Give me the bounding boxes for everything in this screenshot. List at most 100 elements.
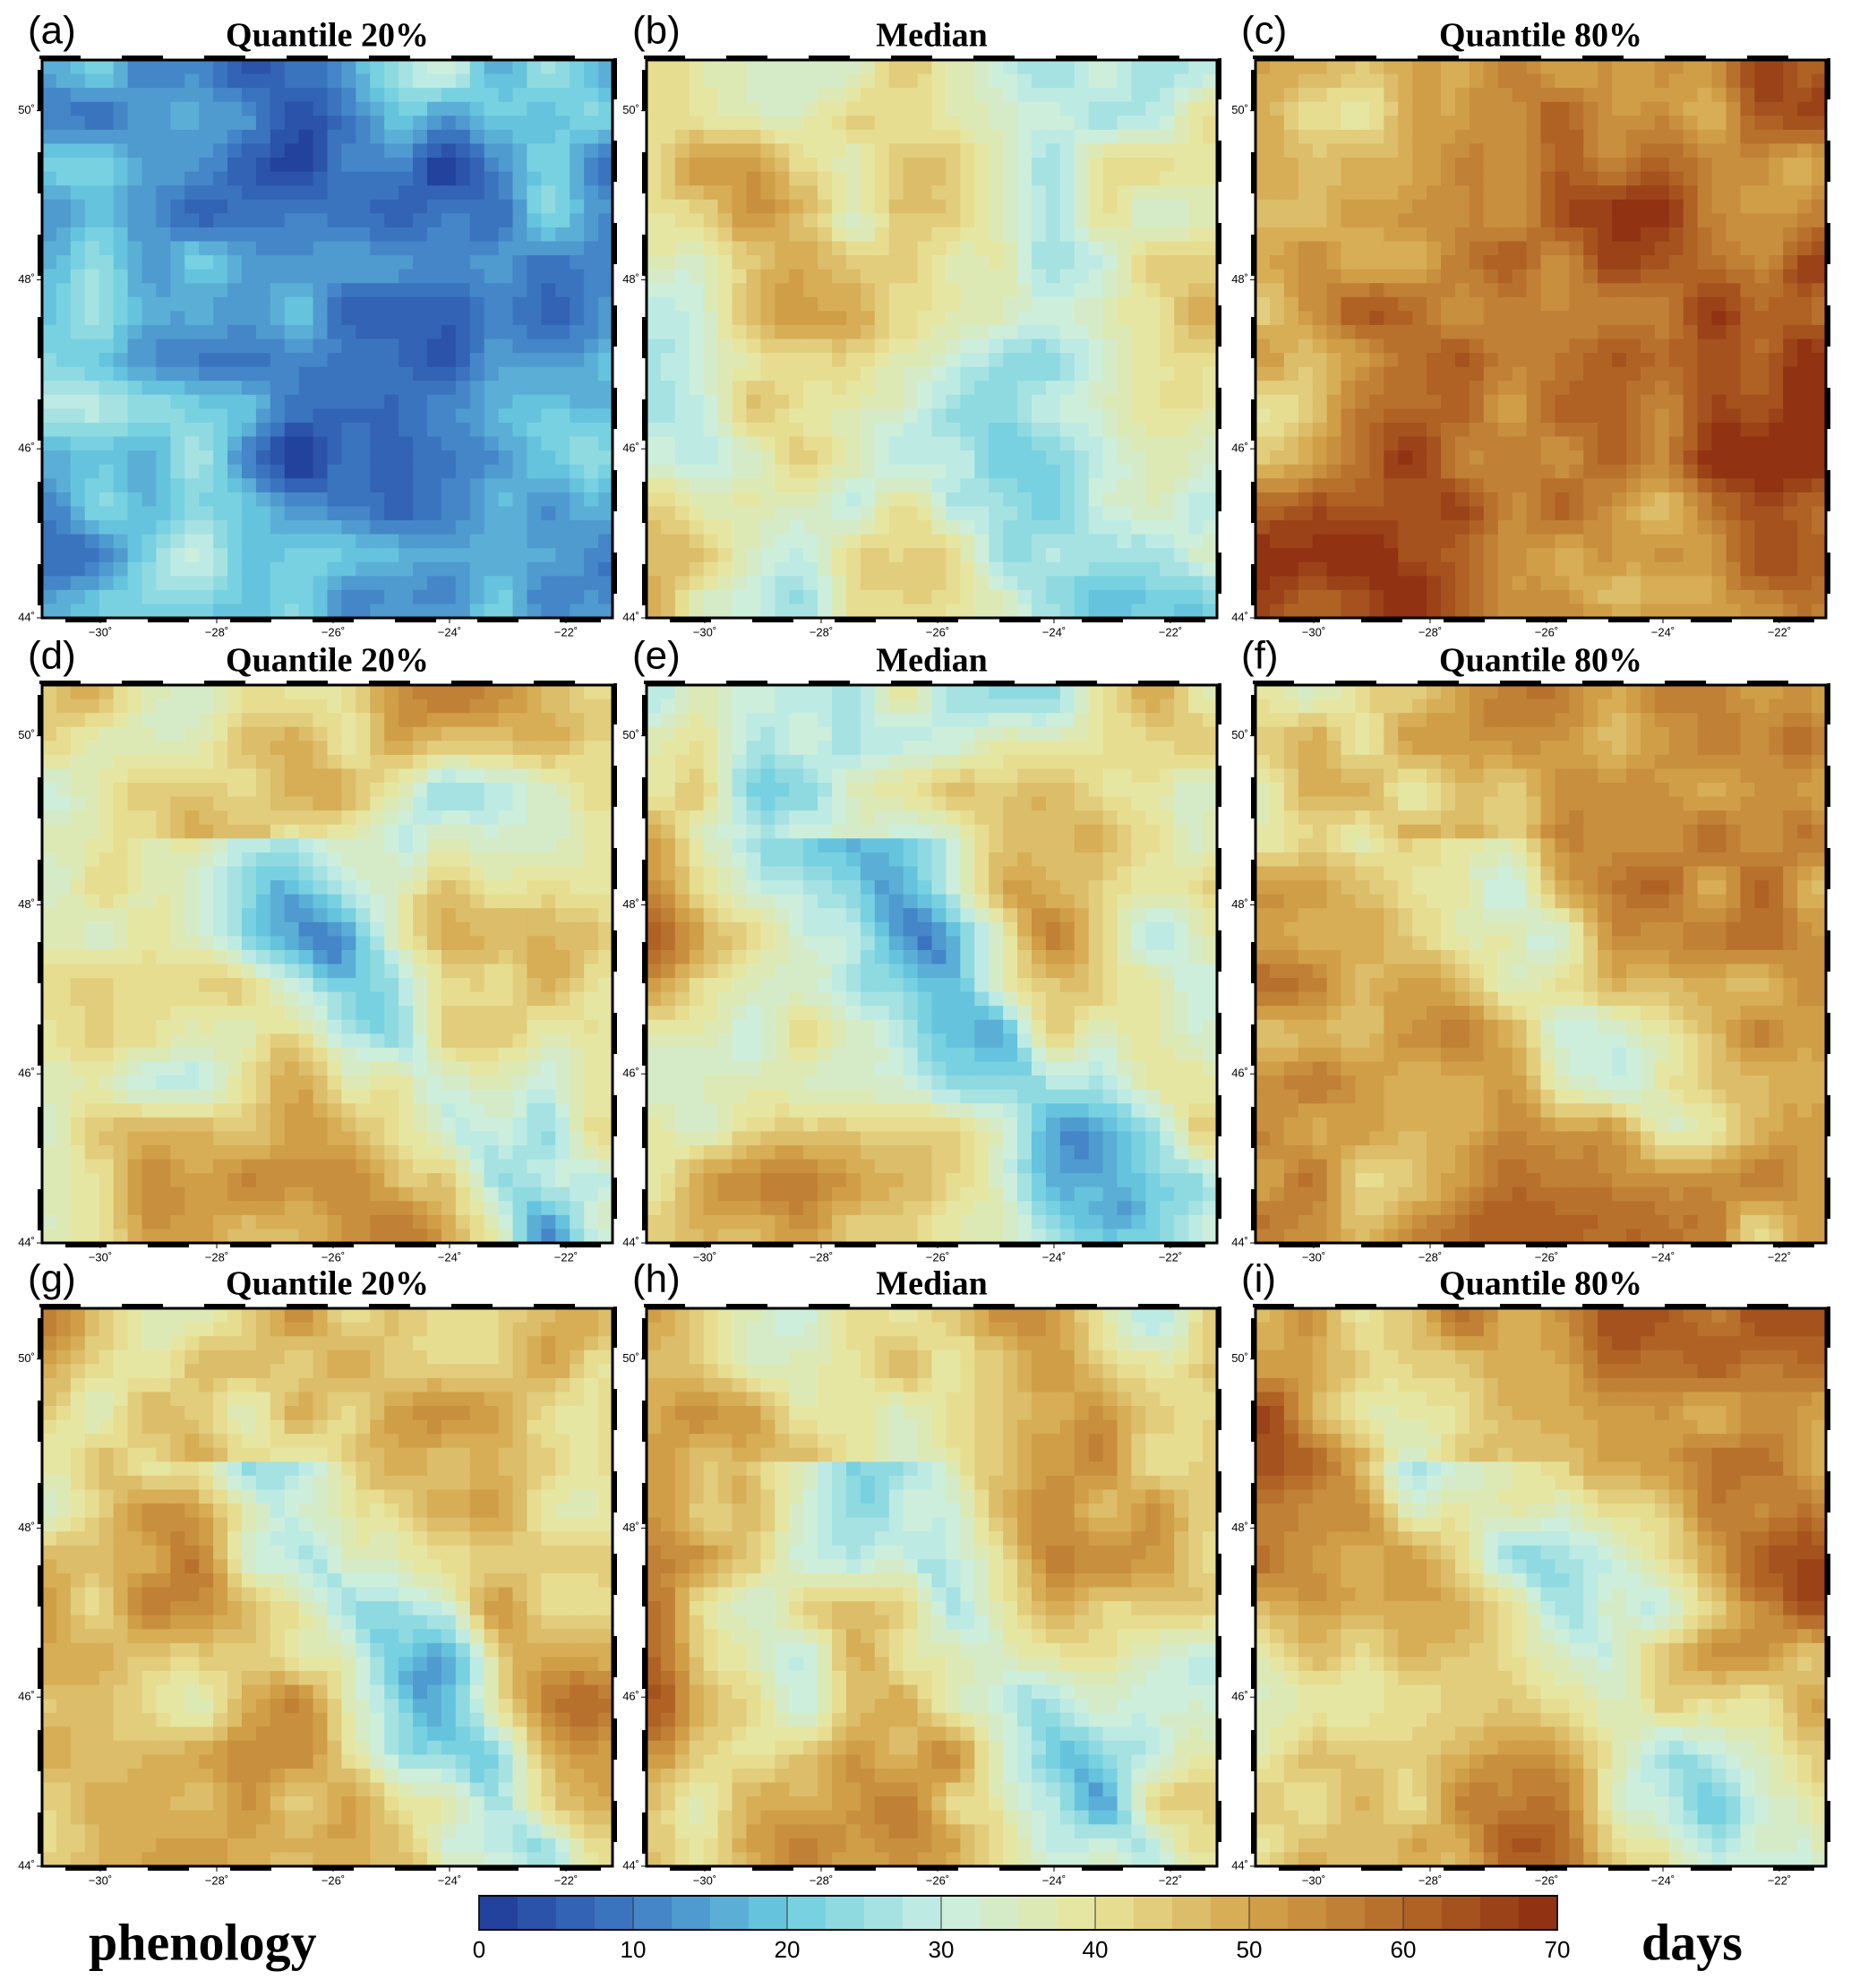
map-cell xyxy=(1640,283,1656,298)
map-cell xyxy=(555,88,570,103)
map-cell xyxy=(141,283,158,298)
map-cell xyxy=(1769,227,1784,243)
map-cell xyxy=(1711,199,1727,214)
map-cell xyxy=(689,506,705,521)
map-cell xyxy=(1283,296,1299,312)
map-cell xyxy=(1668,311,1684,326)
map-cell xyxy=(960,381,975,396)
map-cell xyxy=(384,143,399,159)
map-cell xyxy=(1174,241,1189,256)
map-cell xyxy=(99,478,115,493)
map-cell xyxy=(1312,589,1328,605)
map-cell xyxy=(598,199,613,214)
map-cell xyxy=(974,338,990,354)
map-cell xyxy=(1031,324,1047,340)
map-cell xyxy=(1341,394,1357,409)
map-cell xyxy=(1283,408,1299,424)
map-cell xyxy=(1102,324,1118,340)
map-cell xyxy=(1145,519,1161,536)
map-cell xyxy=(1769,255,1784,270)
map-cell xyxy=(184,381,200,396)
map-cell xyxy=(99,338,115,354)
map-cell xyxy=(1059,519,1075,536)
map-cell xyxy=(647,311,662,326)
map-cell xyxy=(270,296,286,312)
map-cell xyxy=(469,241,485,256)
map-cell xyxy=(426,506,442,521)
map-cell xyxy=(441,698,457,714)
map-cell xyxy=(255,199,271,214)
map-cell xyxy=(156,576,171,591)
map-cell xyxy=(441,296,457,312)
map-cell xyxy=(127,713,143,728)
map-cell xyxy=(1145,255,1161,270)
map-cell xyxy=(1797,255,1812,270)
map-cell xyxy=(1059,534,1075,549)
map-cell xyxy=(1683,324,1699,340)
map-cell xyxy=(1131,311,1146,326)
map-cell xyxy=(84,548,100,563)
map-cell xyxy=(1497,60,1513,75)
map-cell xyxy=(384,478,399,493)
map-cell xyxy=(903,185,919,201)
map-cell xyxy=(1812,408,1827,424)
map-cell xyxy=(1483,519,1499,536)
map-cell xyxy=(732,519,748,536)
map-cell xyxy=(874,60,890,75)
map-cell xyxy=(1031,492,1047,508)
map-cell xyxy=(874,311,890,326)
map-cell xyxy=(413,492,428,508)
map-cell xyxy=(647,185,662,201)
map-cell xyxy=(860,338,876,354)
map-cell xyxy=(1783,269,1798,284)
map-cell xyxy=(1569,269,1584,284)
map-cell xyxy=(1102,561,1118,577)
map-cell xyxy=(341,436,356,451)
map-cell xyxy=(270,436,286,451)
map-cell xyxy=(584,506,599,521)
map-cell xyxy=(199,324,214,340)
map-cell xyxy=(874,408,890,424)
map-cell xyxy=(1555,366,1570,381)
map-cell xyxy=(1312,534,1328,549)
map-cell xyxy=(1298,464,1314,479)
map-cell xyxy=(1711,269,1727,284)
map-cell xyxy=(327,185,343,201)
map-cell xyxy=(1512,408,1528,424)
map-cell xyxy=(1369,450,1384,466)
map-cell xyxy=(1711,311,1727,326)
map-cell xyxy=(803,338,818,354)
map-cell xyxy=(1131,366,1146,381)
map-cell xyxy=(903,283,919,298)
map-cell xyxy=(1059,311,1075,326)
map-cell xyxy=(426,129,442,145)
map-cell xyxy=(818,269,833,284)
map-cell xyxy=(1683,241,1699,256)
map-cell xyxy=(313,698,329,714)
map-cell xyxy=(1626,338,1641,354)
map-cell xyxy=(1412,88,1427,103)
map-cell xyxy=(84,422,100,438)
map-cell xyxy=(56,576,72,591)
map-cell xyxy=(732,101,748,116)
map-cell xyxy=(1797,436,1812,451)
map-cell xyxy=(1412,60,1427,75)
map-cell xyxy=(127,519,143,536)
map-cell xyxy=(498,269,514,284)
map-cell xyxy=(1088,143,1104,159)
map-cell xyxy=(1497,255,1513,270)
map-cell xyxy=(660,199,676,214)
map-cell xyxy=(1711,296,1727,312)
map-cell xyxy=(99,73,115,89)
map-cell xyxy=(746,143,762,159)
map-cell xyxy=(370,116,385,131)
map-cell xyxy=(469,129,485,145)
map-cell xyxy=(917,213,933,228)
x-tick-label: −30˚ xyxy=(89,625,112,638)
map-cell xyxy=(1512,464,1528,479)
map-cell xyxy=(917,255,933,270)
map-cell xyxy=(903,213,919,228)
map-cell xyxy=(1612,143,1627,159)
map-cell xyxy=(141,324,158,340)
map-cell xyxy=(241,685,257,700)
